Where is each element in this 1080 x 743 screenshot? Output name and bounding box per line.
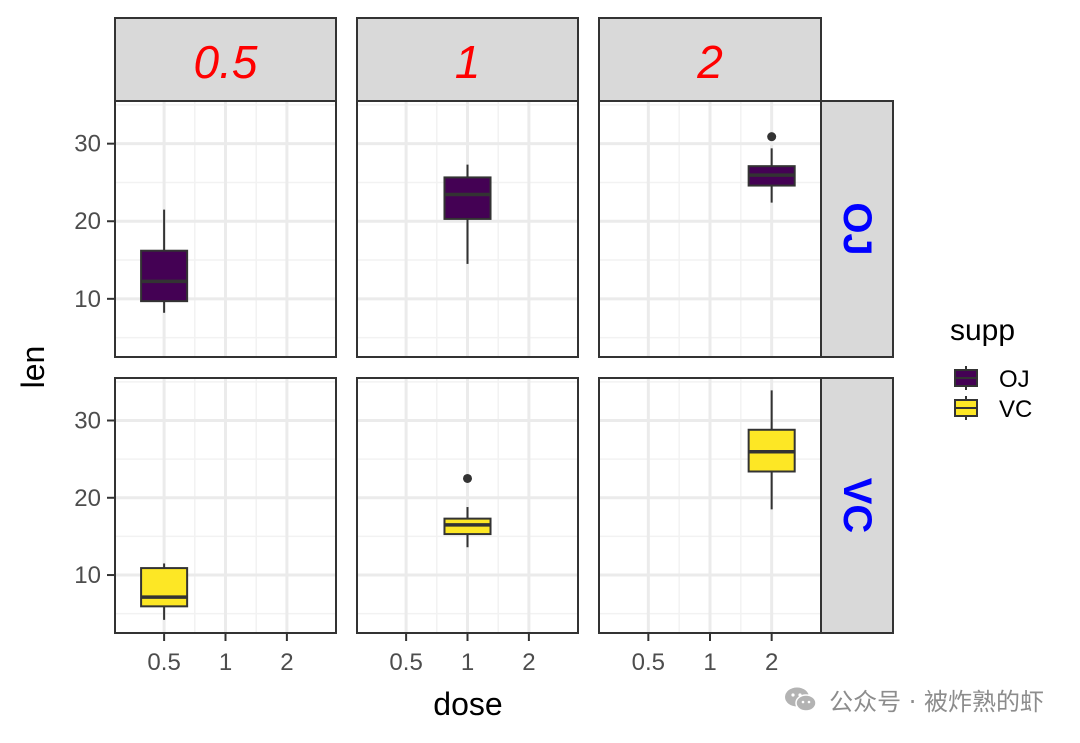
facet-strip-top <box>598 17 822 102</box>
facet-row-label: VC <box>835 478 879 534</box>
boxplot-OJ-2 <box>747 132 796 203</box>
x-tick-label: 2 <box>280 649 293 676</box>
outlier-point <box>463 473 472 483</box>
legend-label: OJ <box>999 366 1030 393</box>
facet-strip-top <box>356 17 579 102</box>
box-body <box>140 249 189 303</box>
legend-title: supp <box>950 314 1015 347</box>
facet-col-label: 2 <box>696 36 723 88</box>
x-tick-label: 0.5 <box>389 649 422 676</box>
boxplot-VC-0.5 <box>140 563 189 620</box>
panel-border <box>356 100 579 358</box>
x-tick-label: 2 <box>522 649 535 676</box>
panel-border <box>114 100 337 358</box>
y-tick-label: 20 <box>74 208 101 235</box>
box-body <box>140 567 189 608</box>
boxplot-VC-1 <box>443 473 492 548</box>
boxplot-VC-2 <box>747 390 796 510</box>
facet-strip-top <box>114 17 337 102</box>
y-tick-label: 20 <box>74 485 101 512</box>
y-axis-title: len <box>15 346 51 389</box>
boxplot-OJ-1 <box>443 164 492 264</box>
watermark: 公众号 · 被炸熟的虾 <box>783 682 1044 717</box>
watermark-text: 公众号 · 被炸熟的虾 <box>829 688 1044 716</box>
wechat-icon <box>785 687 817 712</box>
box-body <box>443 176 492 220</box>
y-tick-label: 10 <box>74 286 101 313</box>
outlier-point <box>767 132 777 142</box>
x-axis-title: dose <box>433 686 502 722</box>
x-tick-label: 2 <box>765 649 778 676</box>
legend-label: VC <box>999 396 1032 423</box>
facet-col-label: 1 <box>455 36 481 88</box>
panel-border <box>598 100 822 358</box>
x-tick-label: 1 <box>219 649 232 676</box>
y-tick-label: 30 <box>74 408 101 435</box>
facet-col-label: 0.5 <box>194 36 258 88</box>
boxplot-OJ-0.5 <box>140 209 189 313</box>
x-tick-label: 1 <box>703 649 716 676</box>
facet-strip-right <box>820 100 894 358</box>
x-tick-label: 0.5 <box>147 649 180 676</box>
x-tick-label: 1 <box>461 649 474 676</box>
y-tick-label: 10 <box>74 562 101 589</box>
x-tick-label: 0.5 <box>632 649 665 676</box>
facet-strip-right <box>820 377 894 634</box>
facet-row-label: OJ <box>835 202 879 255</box>
y-tick-label: 30 <box>74 131 101 158</box>
